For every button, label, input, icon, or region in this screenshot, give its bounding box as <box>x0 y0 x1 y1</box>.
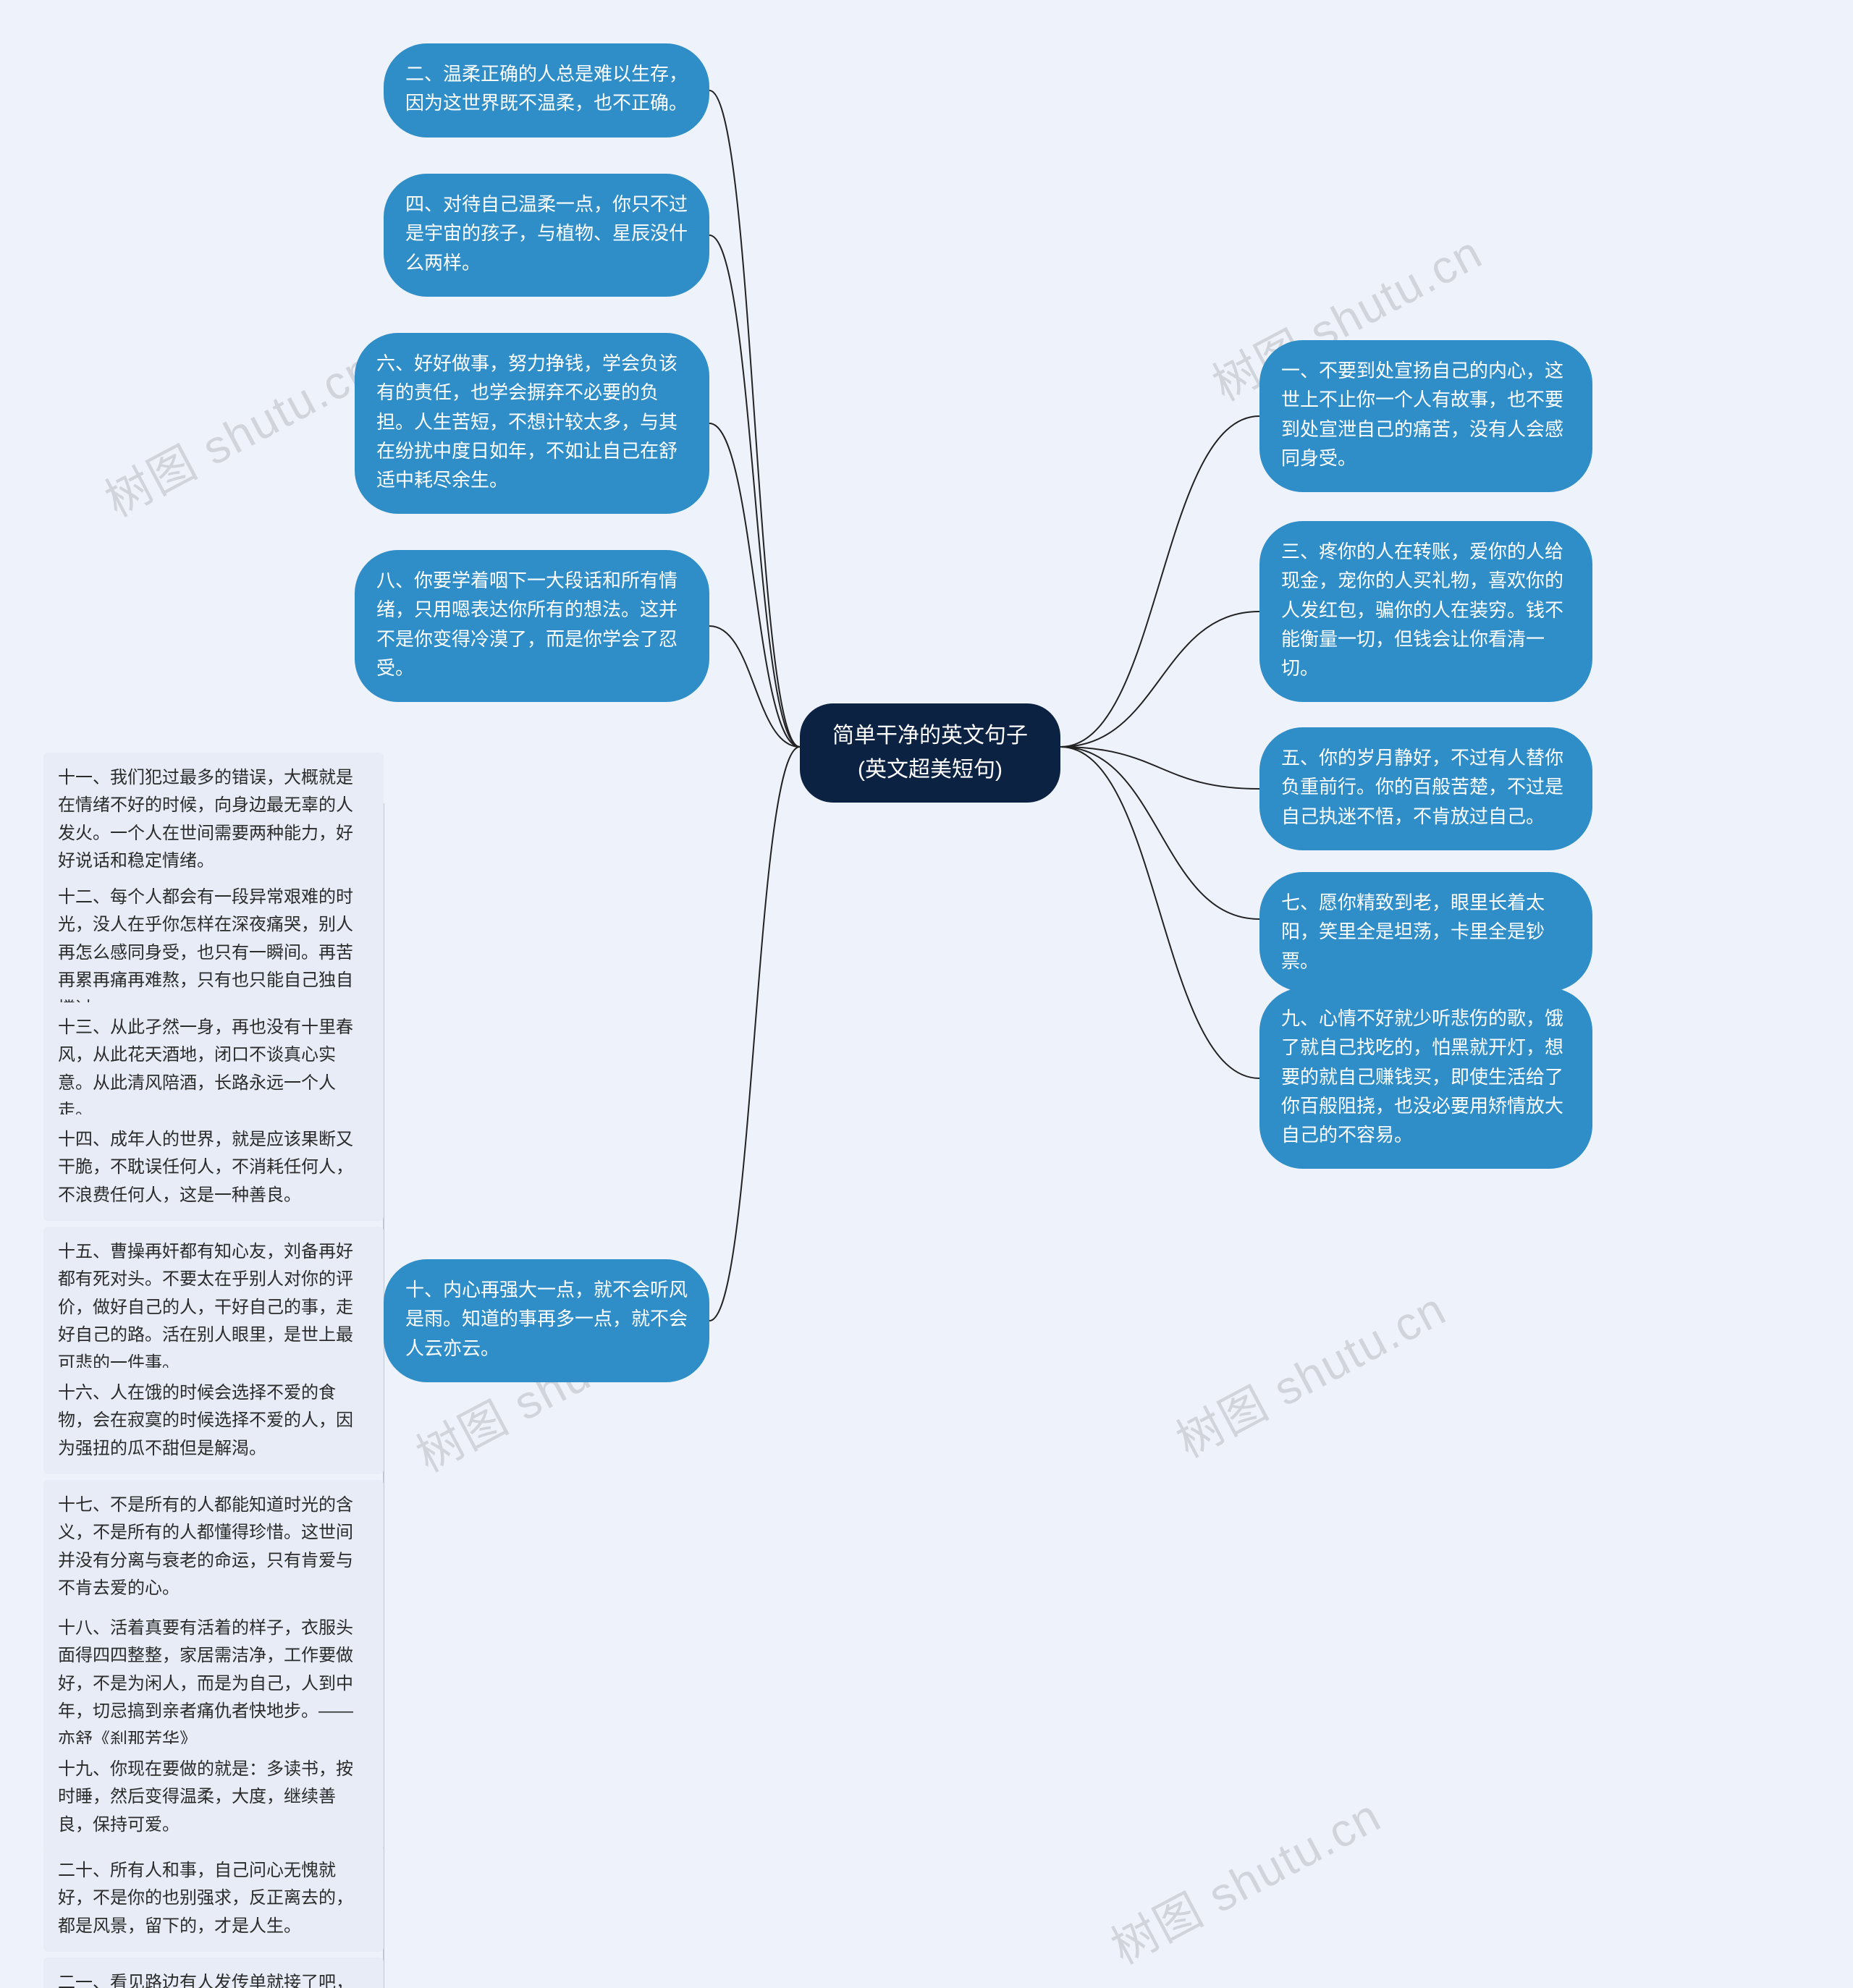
branch-node-l2-label: 二、温柔正确的人总是难以生存，因为这世界既不温柔，也不正确。 <box>405 63 688 114</box>
branch-node-r3-label: 三、疼你的人在转账，爱你的人给现金，宠你的人买礼物，喜欢你的人发红包，骗你的人在… <box>1281 541 1563 679</box>
center-node[interactable]: 简单干净的英文句子(英文超美短句) <box>800 703 1060 803</box>
branch-node-r1-label: 一、不要到处宣扬自己的内心，这世上不止你一个人有故事，也不要到处宣泄自己的痛苦，… <box>1281 360 1563 469</box>
edge <box>709 90 800 747</box>
leaf-node-f11[interactable]: 十一、我们犯过最多的错误，大概就是在情绪不好的时候，向身边最无辜的人发火。一个人… <box>43 753 384 887</box>
leaf-node-f18-label: 十八、活着真要有活着的样子，衣服头面得四四整整，家居需洁净，工作要做好，不是为闲… <box>58 1618 353 1749</box>
watermark: 树图 shutu.cn <box>1163 1272 1456 1471</box>
branch-node-r9[interactable]: 九、心情不好就少听悲伤的歌，饿了就自己找吃的，怕黑就开灯，想要的就自己赚钱买，即… <box>1259 988 1592 1169</box>
leaf-node-f19-label: 十九、你现在要做的就是：多读书，按时睡，然后变得温柔，大度，继续善良，保持可爱。 <box>58 1759 353 1835</box>
leaf-node-f12-label: 十二、每个人都会有一段异常艰难的时光，没人在乎你怎样在深夜痛哭，别人再怎么感同身… <box>58 887 353 1018</box>
leaf-node-f16[interactable]: 十六、人在饿的时候会选择不爱的食物，会在寂寞的时候选择不爱的人，因为强扭的瓜不甜… <box>43 1368 384 1474</box>
branch-node-l10[interactable]: 十、内心再强大一点，就不会听风是雨。知道的事再多一点，就不会人云亦云。 <box>384 1259 709 1382</box>
branch-node-r9-label: 九、心情不好就少听悲伤的歌，饿了就自己找吃的，怕黑就开灯，想要的就自己赚钱买，即… <box>1281 1007 1563 1146</box>
leaf-node-f14[interactable]: 十四、成年人的世界，就是应该果断又干脆，不耽误任何人，不消耗任何人，不浪费任何人… <box>43 1114 384 1221</box>
edge <box>709 626 800 747</box>
branch-node-l6[interactable]: 六、好好做事，努力挣钱，学会负该有的责任，也学会摒弃不必要的负担。人生苦短，不想… <box>355 333 709 514</box>
leaf-node-f14-label: 十四、成年人的世界，就是应该果断又干脆，不耽误任何人，不消耗任何人，不浪费任何人… <box>58 1130 353 1205</box>
leaf-node-f20[interactable]: 二十、所有人和事，自己问心无愧就好，不是你的也别强求，反正离去的，都是风景，留下… <box>43 1845 384 1952</box>
edge <box>1060 747 1259 919</box>
branch-node-r5[interactable]: 五、你的岁月静好，不过有人替你负重前行。你的百般苦楚，不过是自己执迷不悟，不肯放… <box>1259 727 1592 850</box>
leaf-node-f11-label: 十一、我们犯过最多的错误，大概就是在情绪不好的时候，向身边最无辜的人发火。一个人… <box>58 768 353 871</box>
leaf-node-f17[interactable]: 十七、不是所有的人都能知道时光的含义，不是所有的人都懂得珍惜。这世间并没有分离与… <box>43 1480 384 1615</box>
edge <box>709 423 800 747</box>
leaf-node-f21[interactable]: 二一、看见路边有人发传单就接了吧，打车的时候说声谢谢师傅吧，丢垃圾丢到垃圾桶里吧… <box>43 1958 384 1988</box>
branch-node-r3[interactable]: 三、疼你的人在转账，爱你的人给现金，宠你的人买礼物，喜欢你的人发红包，骗你的人在… <box>1259 521 1592 702</box>
leaf-node-f18[interactable]: 十八、活着真要有活着的样子，衣服头面得四四整整，家居需洁净，工作要做好，不是为闲… <box>43 1603 384 1765</box>
branch-node-r7[interactable]: 七、愿你精致到老，眼里长着太阳，笑里全是坦荡，卡里全是钞票。 <box>1259 872 1592 991</box>
edge <box>709 747 800 1321</box>
leaf-node-f16-label: 十六、人在饿的时候会选择不爱的食物，会在寂寞的时候选择不爱的人，因为强扭的瓜不甜… <box>58 1383 353 1458</box>
branch-node-l6-label: 六、好好做事，努力挣钱，学会负该有的责任，也学会摒弃不必要的负担。人生苦短，不想… <box>376 352 678 491</box>
leaf-node-f19[interactable]: 十九、你现在要做的就是：多读书，按时睡，然后变得温柔，大度，继续善良，保持可爱。 <box>43 1744 384 1850</box>
edge <box>1060 747 1259 1078</box>
edge <box>1060 416 1259 747</box>
leaf-node-f13-label: 十三、从此孑然一身，再也没有十里春风，从此花天酒地，闭口不谈真心实意。从此清风陪… <box>58 1018 353 1120</box>
watermark: 树图 shutu.cn <box>92 331 385 530</box>
mindmap-canvas: 树图 shutu.cn树图 shutu.cn树图 shutu.cn树图 shut… <box>0 0 1853 1988</box>
branch-node-r1[interactable]: 一、不要到处宣扬自己的内心，这世上不止你一个人有故事，也不要到处宣泄自己的痛苦，… <box>1259 340 1592 492</box>
branch-node-r7-label: 七、愿你精致到老，眼里长着太阳，笑里全是坦荡，卡里全是钞票。 <box>1281 892 1545 972</box>
edge <box>709 235 800 747</box>
leaf-node-f15[interactable]: 十五、曹操再奸都有知心友，刘备再好都有死对头。不要太在乎别人对你的评价，做好自己… <box>43 1227 384 1389</box>
branch-node-r5-label: 五、你的岁月静好，不过有人替你负重前行。你的百般苦楚，不过是自己执迷不悟，不肯放… <box>1281 747 1563 827</box>
edge <box>1060 747 1259 789</box>
leaf-node-f15-label: 十五、曹操再奸都有知心友，刘备再好都有死对头。不要太在乎别人对你的评价，做好自己… <box>58 1242 353 1373</box>
branch-node-l4[interactable]: 四、对待自己温柔一点，你只不过是宇宙的孩子，与植物、星辰没什么两样。 <box>384 174 709 297</box>
watermark: 树图 shutu.cn <box>1098 1779 1391 1977</box>
branch-node-l10-label: 十、内心再强大一点，就不会听风是雨。知道的事再多一点，就不会人云亦云。 <box>405 1279 688 1359</box>
branch-node-l8[interactable]: 八、你要学着咽下一大段话和所有情绪，只用嗯表达你所有的想法。这并不是你变得冷漠了… <box>355 550 709 702</box>
branch-node-l2[interactable]: 二、温柔正确的人总是难以生存，因为这世界既不温柔，也不正确。 <box>384 43 709 138</box>
branch-node-l4-label: 四、对待自己温柔一点，你只不过是宇宙的孩子，与植物、星辰没什么两样。 <box>405 193 688 274</box>
leaf-node-f20-label: 二十、所有人和事，自己问心无愧就好，不是你的也别强求，反正离去的，都是风景，留下… <box>58 1861 353 1936</box>
branch-node-l8-label: 八、你要学着咽下一大段话和所有情绪，只用嗯表达你所有的想法。这并不是你变得冷漠了… <box>376 570 678 679</box>
edge <box>1060 612 1259 747</box>
center-node-label: 简单干净的英文句子(英文超美短句) <box>822 719 1039 787</box>
leaf-node-f17-label: 十七、不是所有的人都能知道时光的含义，不是所有的人都懂得珍惜。这世间并没有分离与… <box>58 1495 353 1598</box>
leaf-node-f21-label: 二一、看见路边有人发传单就接了吧，打车的时候说声谢谢师傅吧，丢垃圾丢到垃圾桶里吧… <box>58 1973 353 1988</box>
